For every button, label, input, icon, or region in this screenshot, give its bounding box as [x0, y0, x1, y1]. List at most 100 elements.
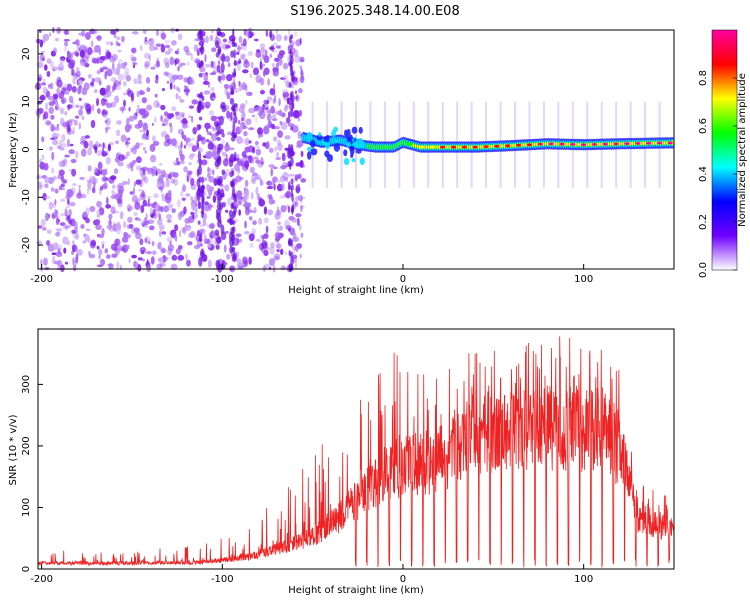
noise-blob: [298, 88, 303, 93]
noise-streak: [288, 263, 292, 272]
noise-streak: [290, 126, 293, 130]
noise-blob: [255, 239, 261, 242]
noise-blob: [273, 70, 279, 77]
noise-blob: [49, 146, 53, 150]
noise-blob: [38, 77, 41, 81]
noise-blob: [292, 237, 299, 242]
noise-blob: [94, 89, 97, 93]
noise-blob: [64, 207, 67, 215]
noise-blob: [44, 113, 46, 118]
noise-blob: [295, 196, 299, 201]
noise-blob: [286, 117, 291, 124]
noise-blob: [264, 217, 269, 223]
noise-blob: [185, 193, 190, 197]
noise-streak: [288, 206, 290, 213]
noise-blob: [76, 253, 79, 261]
noise-blob: [87, 49, 91, 56]
onset-blob: [343, 149, 347, 156]
noise-blob: [67, 199, 70, 205]
noise-blob: [96, 98, 99, 106]
noise-blob: [76, 67, 80, 71]
track-peak: [646, 142, 651, 145]
noise-blob: [149, 225, 155, 230]
noise-streak: [200, 190, 204, 197]
noise-blob: [62, 122, 66, 127]
noise-blob: [56, 217, 59, 225]
noise-blob: [209, 238, 214, 245]
noise-blob: [133, 187, 135, 195]
noise-blob: [80, 141, 85, 145]
noise-blob: [79, 177, 85, 180]
noise-blob: [152, 250, 156, 255]
noise-blob: [146, 87, 150, 92]
noise-blob: [121, 155, 128, 159]
noise-blob: [135, 232, 142, 239]
noise-blob: [251, 228, 256, 234]
noise-blob: [206, 105, 209, 109]
noise-blob: [284, 35, 288, 41]
noise-blob: [117, 161, 123, 166]
noise-blob: [71, 100, 73, 104]
noise-streak: [232, 122, 235, 131]
noise-blob: [44, 64, 47, 70]
noise-blob: [55, 103, 60, 110]
noise-blob: [186, 260, 191, 267]
noise-blob: [91, 104, 94, 111]
noise-blob: [91, 239, 96, 246]
noise-blob: [263, 250, 268, 256]
noise-blob: [153, 64, 156, 69]
noise-blob: [254, 108, 258, 111]
noise-blob: [64, 155, 70, 158]
noise-blob: [236, 52, 239, 55]
noise-blob: [89, 206, 95, 212]
noise-blob: [42, 227, 46, 231]
noise-blob: [59, 186, 62, 191]
noise-blob: [76, 192, 82, 198]
noise-blob: [45, 213, 49, 221]
noise-blob: [156, 43, 162, 46]
noise-blob: [205, 36, 209, 43]
noise-blob: [295, 174, 299, 181]
x-tick-label: 0: [400, 574, 406, 585]
noise-blob: [171, 106, 176, 111]
noise-blob: [149, 39, 152, 42]
onset-blob: [344, 130, 348, 137]
noise-blob: [78, 109, 83, 116]
noise-blob: [241, 117, 245, 121]
noise-streak: [217, 190, 221, 194]
noise-blob: [123, 100, 126, 107]
noise-blob: [134, 182, 136, 187]
noise-blob: [148, 196, 151, 200]
noise-blob: [146, 129, 149, 136]
track-peak: [592, 143, 597, 146]
noise-blob: [136, 156, 142, 163]
noise-blob: [222, 151, 227, 156]
noise-blob: [147, 203, 153, 206]
noise-blob: [52, 202, 56, 209]
noise-blob: [250, 167, 255, 173]
noise-blob: [161, 248, 167, 253]
noise-blob: [239, 125, 242, 132]
noise-blob: [225, 210, 228, 213]
noise-blob: [163, 58, 169, 65]
noise-blob: [39, 96, 43, 100]
noise-blob: [77, 87, 81, 95]
noise-blob: [134, 78, 138, 84]
noise-blob: [273, 42, 278, 46]
noise-streak: [233, 103, 237, 108]
noise-blob: [282, 89, 288, 94]
noise-blob: [167, 248, 172, 256]
noise-blob: [146, 104, 152, 110]
noise-blob: [274, 146, 277, 151]
noise-streak: [197, 231, 200, 236]
noise-blob: [53, 242, 59, 250]
track-peak: [483, 145, 488, 148]
noise-blob: [192, 127, 197, 134]
noise-blob: [145, 37, 148, 42]
noise-blob: [64, 39, 70, 42]
noise-blob: [168, 48, 173, 52]
noise-streak: [234, 72, 236, 76]
noise-streak: [221, 53, 225, 63]
noise-blob: [132, 147, 137, 155]
noise-blob: [138, 189, 141, 192]
